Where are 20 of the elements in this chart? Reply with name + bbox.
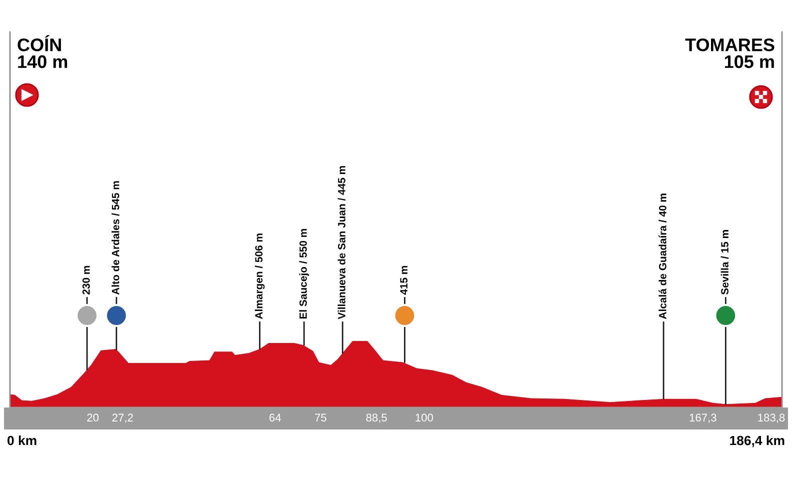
text: 186,4 km xyxy=(730,436,784,448)
annotation: 415 m xyxy=(400,266,408,295)
x-tick-label: 64 xyxy=(269,414,281,422)
text: 0 km xyxy=(8,436,36,446)
x-tick-label: 27,2 xyxy=(112,414,133,423)
x-tick-label: 75 xyxy=(315,414,326,422)
annotation: Sevilla / 15 m xyxy=(720,230,729,295)
text: COÍN 140 m xyxy=(18,35,68,68)
x-tick-label: 183,8 xyxy=(758,414,785,423)
annotation: Villanueva de San Juan / 445 m xyxy=(338,166,346,320)
x-tick-label: 167,3 xyxy=(690,414,716,423)
annotation: Almargen / 506 m xyxy=(254,234,265,319)
annotation: 230 m xyxy=(82,266,90,294)
annotation: Alto de Ardales / 545 m xyxy=(112,181,120,295)
annotation: El Saucejo / 550 m xyxy=(299,229,309,319)
x-tick-label: 20 xyxy=(87,414,99,422)
x-tick-label: 100 xyxy=(416,414,433,422)
text: TOMARES 105 m xyxy=(685,38,774,68)
annotation: Alcalá de Guadaíra / 40 m xyxy=(658,194,666,319)
x-tick-label: 88,5 xyxy=(366,414,387,423)
